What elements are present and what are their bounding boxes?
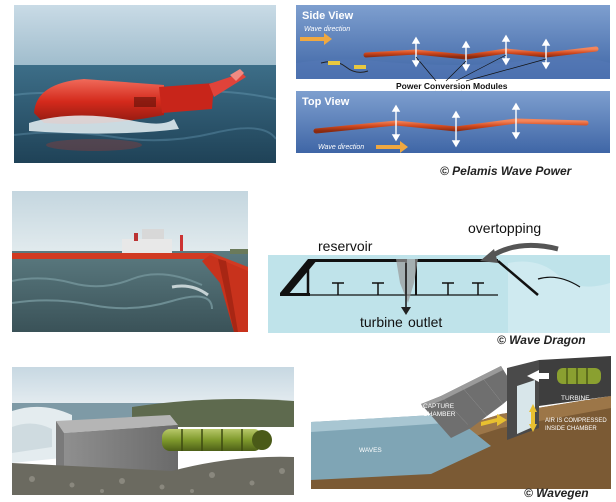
wave-dragon-diagram: reservoir overtopping turbine outlet (268, 203, 610, 333)
wave-direction-bottom: Wave direction (318, 144, 364, 151)
wavegen-diagram: CAPTURE CHAMBER TURBINE AIR IS COMPRESSE… (311, 356, 611, 489)
capture-label-1: CAPTURE (423, 403, 455, 410)
wave-dragon-caption: © Wave Dragon (497, 333, 586, 347)
wavegen-caption: © Wavegen (524, 486, 589, 500)
modules-label: Power Conversion Modules (396, 81, 508, 91)
wave-dragon-photo (12, 191, 248, 332)
turbine-label-wavegen: TURBINE (561, 395, 590, 402)
wave-direction-top: Wave direction (304, 26, 350, 33)
air-label-2: INSIDE CHAMBER (545, 426, 597, 432)
reservoir-label: reservoir (318, 238, 373, 254)
outlet-label: outlet (408, 314, 442, 330)
waves-label: WAVES (359, 447, 382, 454)
air-label-1: AIR IS COMPRESSED (545, 418, 607, 424)
side-view-label: Side View (302, 10, 354, 22)
pelamis-photo (14, 5, 276, 163)
pelamis-diagram: Side View Wave direction Power Conversio… (296, 5, 610, 165)
wavegen-photo (12, 367, 294, 495)
overtopping-label: overtopping (468, 220, 541, 236)
turbine-label: turbine (360, 314, 403, 330)
capture-label-2: CHAMBER (423, 411, 456, 418)
top-view-label: Top View (302, 96, 350, 108)
pelamis-caption: © Pelamis Wave Power (440, 164, 572, 178)
